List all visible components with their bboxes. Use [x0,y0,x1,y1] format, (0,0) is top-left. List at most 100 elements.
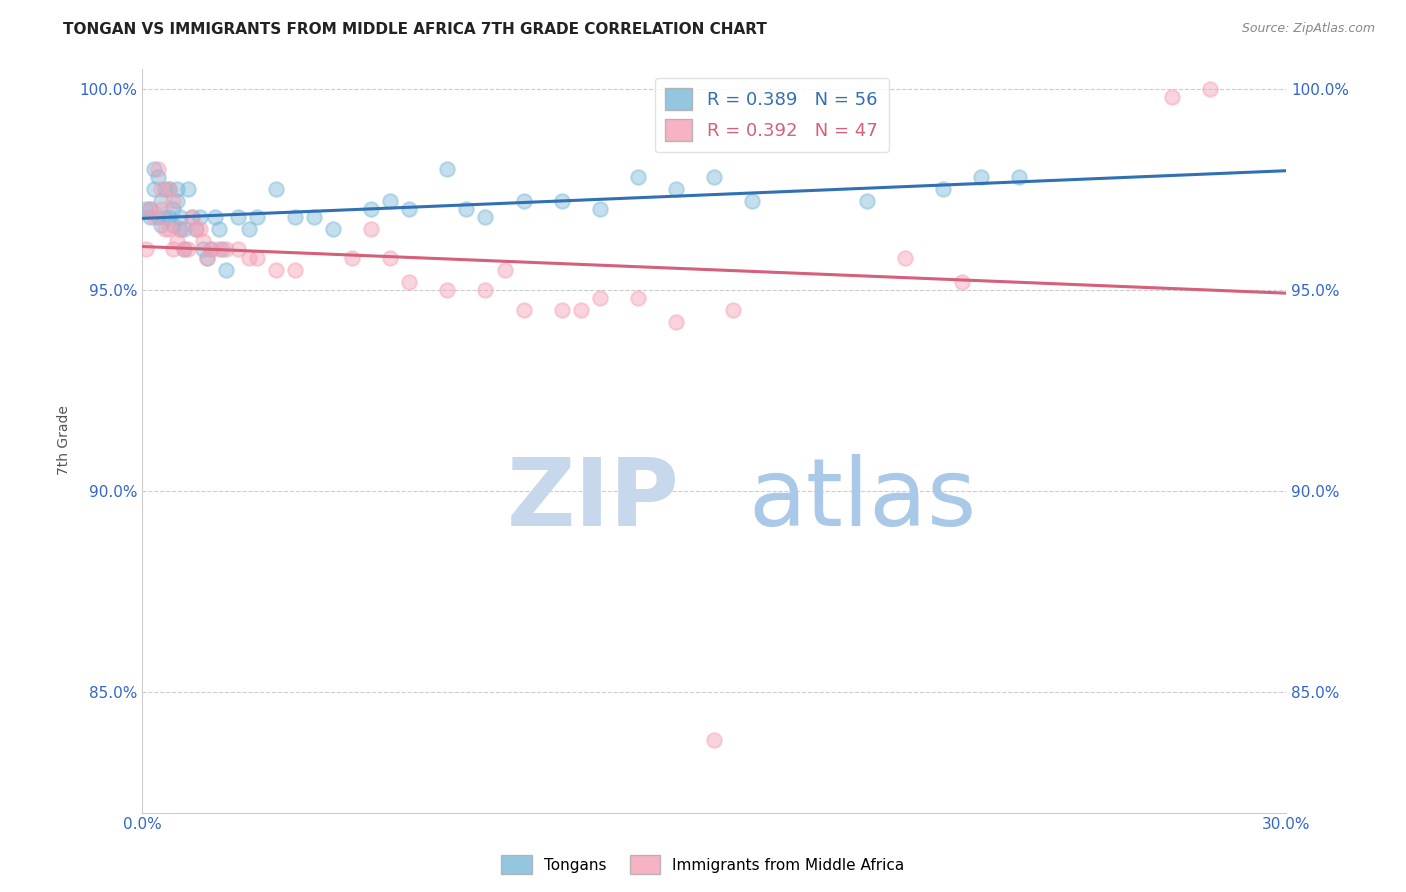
Point [155,222,177,236]
Legend: Tongans, Immigrants from Middle Africa: Tongans, Immigrants from Middle Africa [495,849,911,880]
Point [162,202,184,217]
Point [569,302,592,317]
Point [177,182,200,196]
Point [589,291,612,305]
Point [142,211,165,225]
Point [195,251,218,265]
Point [360,222,382,236]
Point [932,182,955,196]
Point [627,291,650,305]
Point [177,243,200,257]
Point [150,194,173,209]
Point [246,211,269,225]
Point [207,222,229,236]
Point [173,243,195,257]
Point [200,243,222,257]
Point [456,202,478,217]
Point [146,170,169,185]
Point [264,262,287,277]
Text: Source: ZipAtlas.com: Source: ZipAtlas.com [1241,22,1375,36]
Point [215,243,238,257]
Point [398,275,420,289]
Point [436,283,458,297]
Point [589,202,612,217]
Point [627,170,650,185]
Point [264,182,287,196]
Point [246,251,269,265]
Point [155,182,177,196]
Text: atlas: atlas [748,454,977,546]
Point [1198,81,1220,95]
Point [207,243,229,257]
Point [1008,170,1031,185]
Point [721,302,744,317]
Point [162,243,184,257]
Point [195,251,218,265]
Point [226,243,249,257]
Point [173,222,195,236]
Point [142,162,165,177]
Legend: R = 0.389   N = 56, R = 0.392   N = 47: R = 0.389 N = 56, R = 0.392 N = 47 [655,78,889,153]
Point [135,243,157,257]
Point [550,194,572,209]
Point [238,251,260,265]
Point [378,251,401,265]
Point [155,211,177,225]
Point [135,202,157,217]
Point [970,170,993,185]
Text: ZIP: ZIP [508,454,681,546]
Point [193,243,215,257]
Point [139,202,162,217]
Point [284,262,307,277]
Point [146,162,169,177]
Point [204,211,226,225]
Point [474,211,496,225]
Point [139,202,162,217]
Point [173,243,195,257]
Point [157,211,180,225]
Point [512,302,534,317]
Point [166,194,188,209]
Point [150,202,173,217]
Point [360,202,382,217]
Point [166,182,188,196]
Point [150,219,173,233]
Point [200,243,222,257]
Point [894,251,917,265]
Point [950,275,973,289]
Point [169,222,191,236]
Point [340,251,363,265]
Point [436,162,458,177]
Point [150,182,173,196]
Point [215,262,238,277]
Point [550,302,572,317]
Point [398,202,420,217]
Point [512,194,534,209]
Point [157,182,180,196]
Point [703,170,725,185]
Point [378,194,401,209]
Point [665,315,688,329]
Point [184,222,207,236]
Point [181,211,204,225]
Point [139,211,162,225]
Point [157,182,180,196]
Point [166,235,188,249]
Point [284,211,307,225]
Point [211,243,233,257]
Point [474,283,496,297]
Point [494,262,516,277]
Point [665,182,688,196]
Point [157,222,180,236]
Point [703,733,725,747]
Point [169,222,191,236]
Point [1160,89,1182,103]
Point [162,219,184,233]
Point [322,222,344,236]
Point [188,211,211,225]
Point [169,211,191,225]
Point [184,222,207,236]
Point [188,222,211,236]
Point [238,222,260,236]
Point [855,194,877,209]
